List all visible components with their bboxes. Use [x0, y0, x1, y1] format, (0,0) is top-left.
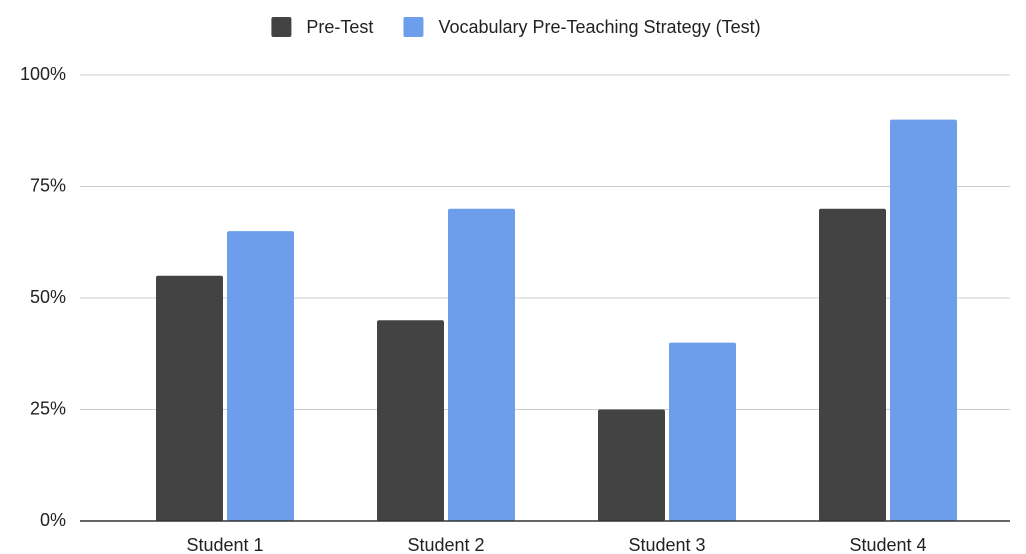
x-tick-label: Student 4: [849, 535, 926, 554]
x-tick-label: Student 2: [407, 535, 484, 554]
x-tick-label: Student 3: [628, 535, 705, 554]
x-tick-label: Student 1: [186, 535, 263, 554]
bar: [448, 208, 515, 522]
legend-label: Pre-Test: [306, 17, 373, 37]
y-tick-label: 75%: [30, 175, 66, 195]
bar: [156, 275, 223, 521]
y-tick-label: 100%: [20, 64, 66, 84]
bar: [598, 409, 665, 521]
bar: [819, 208, 886, 522]
legend-swatch: [271, 17, 292, 37]
bar: [890, 119, 957, 521]
legend-label: Vocabulary Pre-Teaching Strategy (Test): [438, 17, 760, 37]
y-tick-label: 50%: [30, 287, 66, 307]
legend-swatch: [403, 17, 424, 37]
y-tick-label: 25%: [30, 398, 66, 418]
y-tick-label: 0%: [40, 510, 66, 530]
bar: [377, 320, 444, 521]
bar: [227, 231, 294, 521]
bar: [669, 342, 736, 521]
